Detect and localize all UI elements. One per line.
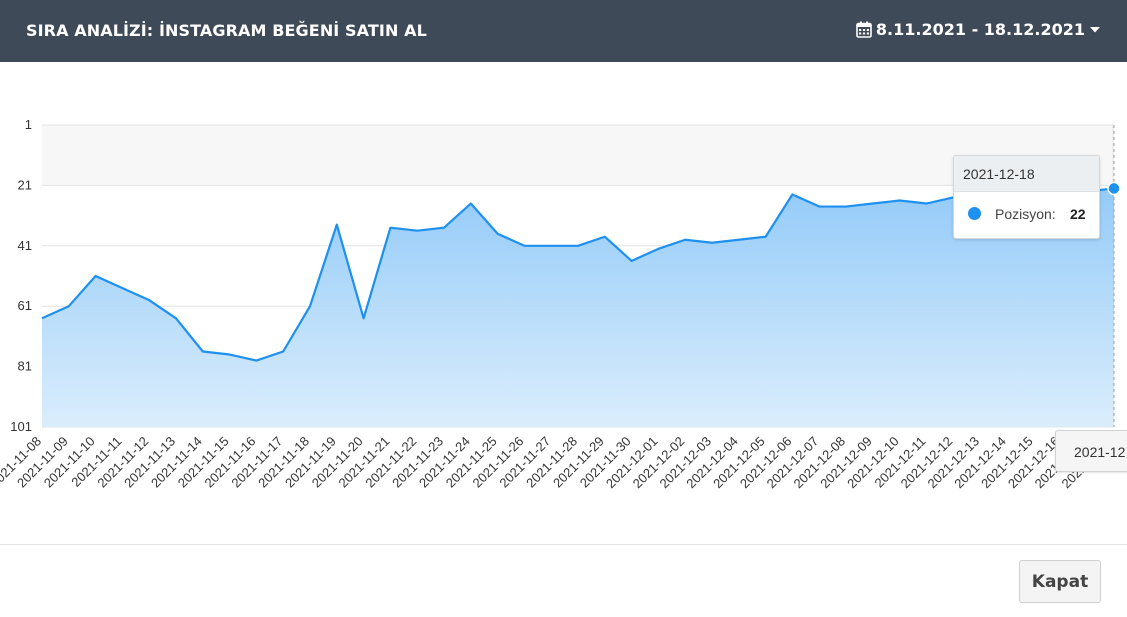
date-range-label: 8.11.2021 - 18.12.2021 (875, 20, 1085, 39)
tooltip-value: 22 (1070, 206, 1086, 222)
crosshair-x-label: 2021-12 (1055, 430, 1127, 472)
tooltip-header: 2021-12-18 (954, 156, 1099, 192)
series-area (42, 188, 1114, 427)
plot-band (42, 125, 1113, 186)
modal-footer-divider (0, 544, 1127, 545)
y-tick-label: 101 (10, 419, 32, 434)
chart-tooltip: 2021-12-18 Pozisyon: 22 (953, 155, 1100, 239)
rank-chart: 1 21 41 61 81 101 2021-11-08 2021-11-09 2021-11… (0, 62, 1127, 544)
caret-down-icon (1089, 26, 1101, 34)
modal-header: SIRA ANALİZİ: İNSTAGRAM BEĞENİ SATIN AL … (0, 0, 1127, 62)
tooltip-body: Pozisyon: 22 (954, 192, 1099, 238)
y-tick-label: 81 (18, 359, 32, 374)
calendar-icon (856, 21, 872, 38)
tooltip-series-name: Pozisyon: (995, 206, 1056, 222)
y-tick-label: 21 (18, 177, 32, 192)
modal-title: SIRA ANALİZİ: İNSTAGRAM BEĞENİ SATIN AL (26, 21, 427, 40)
y-tick-label: 1 (25, 117, 32, 132)
close-button[interactable]: Kapat (1019, 560, 1101, 603)
hovered-point[interactable] (1107, 181, 1121, 196)
series-dot-icon (968, 207, 981, 220)
y-tick-label: 41 (18, 238, 32, 253)
y-tick-label: 61 (18, 298, 32, 313)
date-range-picker[interactable]: 8.11.2021 - 18.12.2021 (856, 20, 1101, 39)
crosshair-x-label-text: 2021-12 (1074, 444, 1126, 460)
tooltip-date: 2021-12-18 (963, 166, 1035, 182)
